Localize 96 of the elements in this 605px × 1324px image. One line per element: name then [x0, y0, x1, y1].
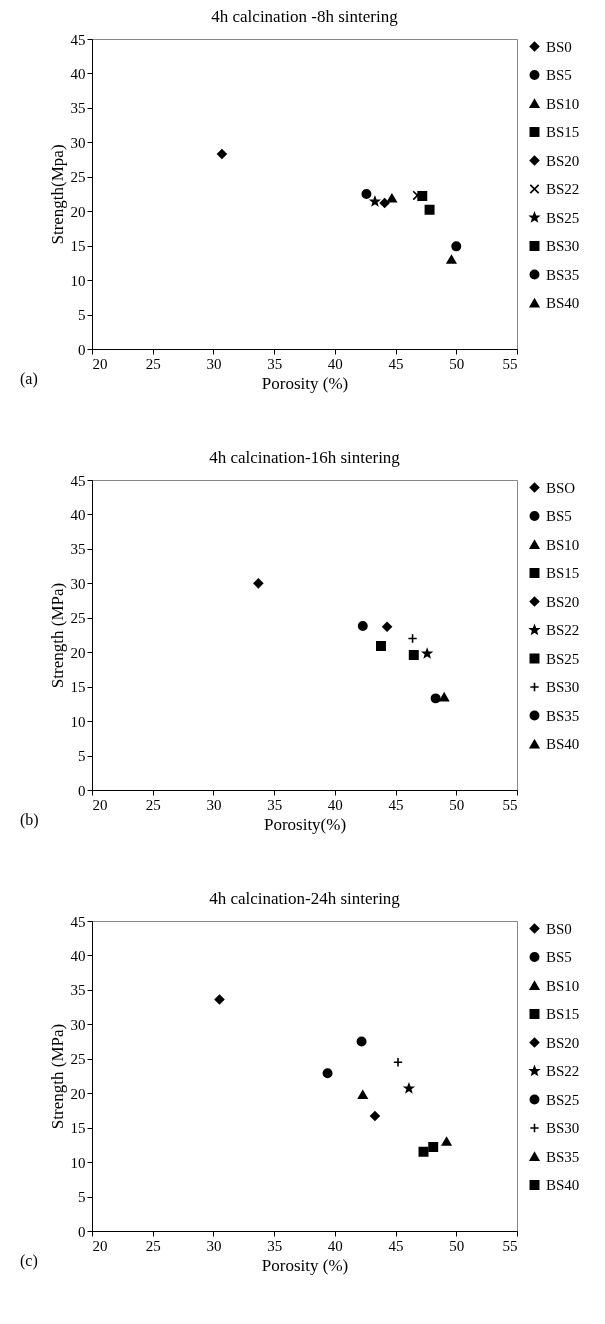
y-axis-title: Strength(Mpa)	[47, 144, 67, 245]
x-tick-label: 20	[92, 355, 108, 372]
legend-label: BS22	[546, 622, 580, 638]
x-tick-label: 25	[145, 1237, 161, 1254]
legend-label: BS25	[546, 209, 580, 226]
y-tick-label: 10	[70, 1154, 86, 1171]
x-tick-label: 35	[267, 355, 283, 372]
x-tick-label: 50	[449, 355, 465, 372]
x-tick-label: 30	[206, 355, 222, 372]
text: (c)	[20, 1252, 38, 1270]
legend-label: BS5	[546, 949, 572, 965]
y-tick-label: 35	[70, 982, 86, 999]
x-tick-label: 45	[388, 1237, 404, 1254]
x-axis-title: Porosity (%)	[261, 1255, 349, 1275]
legend-label: BS10	[546, 95, 580, 112]
legend-label: BS10	[546, 536, 580, 553]
legend-label: BS0	[546, 920, 572, 937]
legend-label: BS20	[546, 593, 580, 610]
legend-label: BS10	[546, 977, 580, 994]
text: (b)	[20, 811, 39, 829]
y-tick-label: 5	[78, 307, 86, 324]
legend-label: BS35	[546, 707, 580, 724]
x-tick-label: 50	[449, 796, 465, 813]
text: (a)	[20, 370, 38, 388]
y-tick-label: 20	[70, 1085, 86, 1102]
y-tick-label: 30	[70, 575, 86, 592]
y-tick-label: 0	[78, 782, 86, 799]
x-tick-label: 40	[327, 796, 343, 813]
y-tick-label: 45	[70, 472, 86, 489]
x-tick-label: 45	[388, 355, 404, 372]
legend-label: BS35	[546, 1148, 580, 1165]
x-tick-label: 20	[92, 796, 108, 813]
y-tick-label: 15	[70, 1120, 86, 1137]
x-tick-label: 55	[502, 355, 518, 372]
y-tick-label: 5	[78, 1189, 86, 1206]
legend-label: BS22	[546, 181, 580, 197]
x-tick-label: 50	[449, 1237, 465, 1254]
x-tick-label: 45	[388, 796, 404, 813]
legend-label: BS40	[546, 1177, 580, 1193]
y-tick-label: 25	[70, 610, 86, 627]
legend-label: BS25	[546, 1091, 580, 1108]
y-tick-label: 0	[78, 1223, 86, 1240]
y-tick-label: 30	[70, 1016, 86, 1033]
y-tick-label: 40	[70, 65, 86, 82]
y-tick-label: 25	[70, 169, 86, 186]
chart-title: 4h calcination-24h sintering	[209, 889, 401, 908]
x-tick-label: 55	[502, 1237, 518, 1254]
legend-label: BS30	[546, 238, 580, 254]
chart-title: 4h calcination-16h sintering	[209, 448, 401, 467]
legend-label: BS0	[546, 38, 572, 55]
legend-label: BS5	[546, 508, 572, 524]
legend-label: BS20	[546, 1034, 580, 1051]
legend-label: BSO	[546, 479, 576, 496]
y-tick-label: 35	[70, 541, 86, 558]
y-axis-title: Strength (MPa)	[47, 1023, 67, 1130]
x-tick-label: 20	[92, 1237, 108, 1254]
y-tick-label: 15	[70, 679, 86, 696]
y-tick-label: 10	[70, 272, 86, 289]
y-tick-label: 20	[70, 644, 86, 661]
x-tick-label: 25	[145, 355, 161, 372]
y-tick-label: 40	[70, 506, 86, 523]
legend-label: BS40	[546, 295, 580, 311]
y-tick-label: 45	[70, 31, 86, 48]
legend-label: BS30	[546, 679, 580, 695]
x-axis-title: Porosity(%)	[263, 814, 347, 834]
legend-label: BS30	[546, 1120, 580, 1136]
legend-label: BS15	[546, 1006, 580, 1022]
x-tick-label: 40	[327, 355, 343, 372]
y-tick-label: 40	[70, 947, 86, 964]
legend-label: BS5	[546, 67, 572, 83]
y-tick-label: 15	[70, 238, 86, 255]
x-tick-label: 25	[145, 796, 161, 813]
chart-title: 4h calcination -8h sintering	[211, 7, 399, 26]
y-tick-label: 5	[78, 748, 86, 765]
y-tick-label: 20	[70, 203, 86, 220]
legend-label: BS25	[546, 650, 580, 667]
y-tick-label: 0	[78, 341, 86, 358]
y-tick-label: 35	[70, 100, 86, 117]
y-tick-label: 30	[70, 134, 86, 151]
x-tick-label: 35	[267, 796, 283, 813]
x-axis-title: Porosity (%)	[261, 373, 349, 393]
legend-label: BS20	[546, 152, 580, 169]
y-tick-label: 10	[70, 713, 86, 730]
legend-label: BS40	[546, 736, 580, 752]
x-tick-label: 35	[267, 1237, 283, 1254]
x-tick-label: 30	[206, 1237, 222, 1254]
y-tick-label: 45	[70, 913, 86, 930]
legend-label: BS35	[546, 266, 580, 283]
legend-label: BS15	[546, 565, 580, 581]
x-tick-label: 40	[327, 1237, 343, 1254]
legend-label: BS15	[546, 124, 580, 140]
x-tick-label: 55	[502, 796, 518, 813]
y-tick-label: 25	[70, 1051, 86, 1068]
x-tick-label: 30	[206, 796, 222, 813]
y-axis-title: Strength (MPa)	[47, 582, 67, 689]
legend-label: BS22	[546, 1063, 580, 1079]
